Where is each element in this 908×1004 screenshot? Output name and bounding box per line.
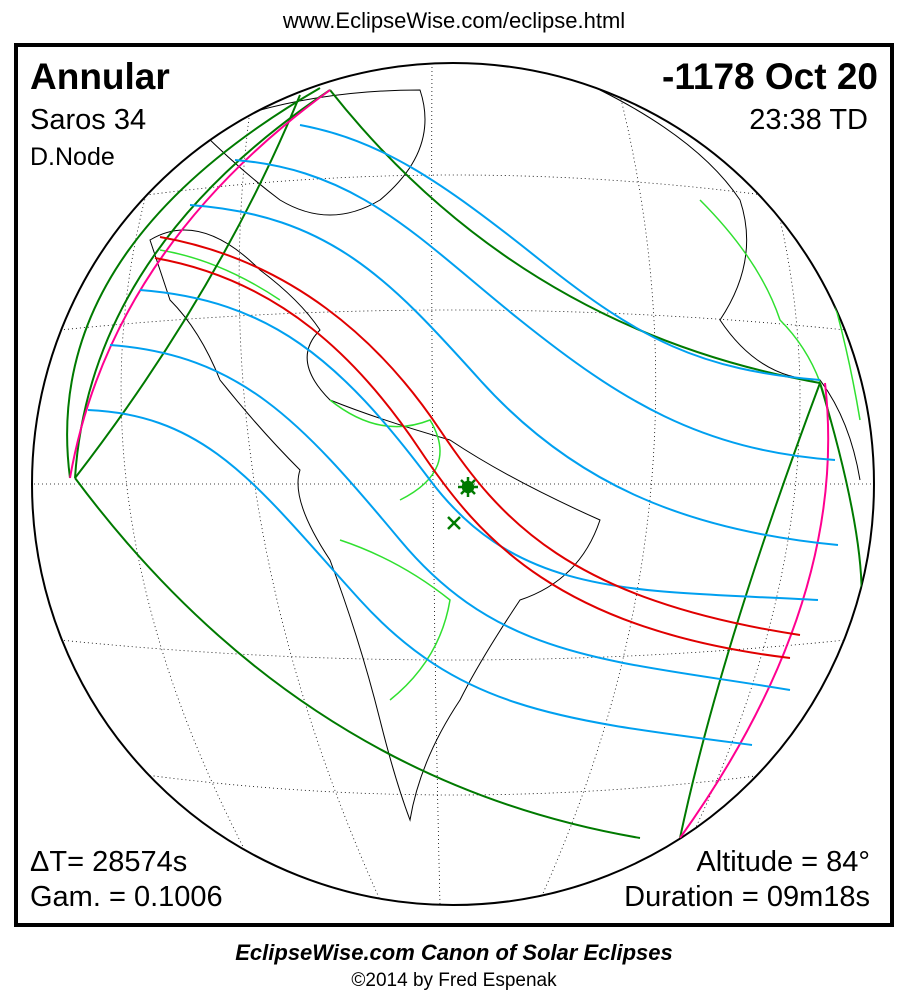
saros: Saros 34 (30, 104, 147, 136)
source-url: www.EclipseWise.com/eclipse.html (282, 8, 626, 33)
footer-title: EclipseWise.com Canon of Solar Eclipses (235, 940, 673, 965)
eclipse-type: Annular (30, 56, 170, 97)
central-path (154, 236, 801, 659)
footer-copyright: ©2014 by Fred Espenak (351, 970, 557, 991)
coastlines (149, 89, 861, 822)
magnitude-lines (87, 124, 839, 746)
eclipse-time: 23:38 TD (749, 104, 868, 136)
altitude: Altitude = 84° (696, 846, 870, 878)
gamma: Gam. = 0.1006 (30, 881, 223, 913)
rise-set-curves (69, 89, 830, 839)
node: D.Node (30, 143, 115, 171)
greatest-duration-x-icon (447, 516, 461, 530)
greatest-eclipse-star-icon (458, 477, 478, 497)
map-frame (14, 43, 894, 927)
delta-t: ΔT= 28574s (30, 846, 188, 878)
eclipse-date: -1178 Oct 20 (662, 56, 878, 97)
duration: Duration = 09m18s (624, 881, 870, 913)
